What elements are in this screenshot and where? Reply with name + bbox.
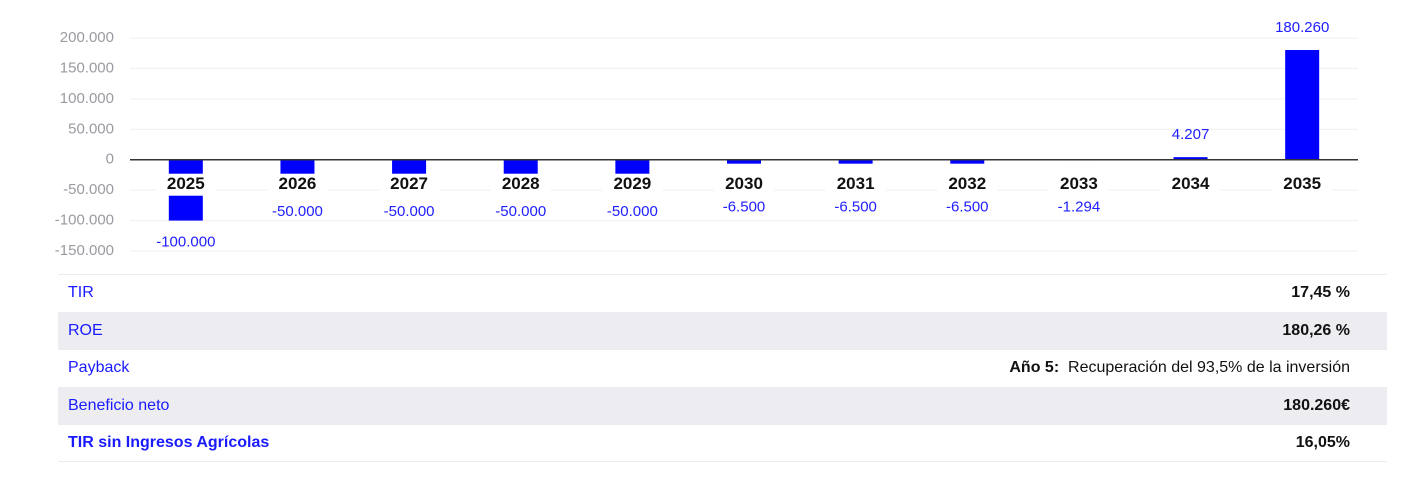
x-tick-label: 2027 [390, 174, 428, 193]
table-row: ROE 180,26 % [58, 311, 1387, 349]
value-label: -6.500 [946, 199, 989, 216]
label-backdrop [267, 173, 328, 196]
label-backdrop [602, 173, 663, 196]
x-tick-label: 2035 [1283, 174, 1321, 193]
y-tick-label: 100.000 [60, 90, 114, 107]
row-label: TIR sin Ingresos Agrícolas [68, 433, 270, 451]
value-label: -6.500 [723, 199, 766, 216]
label-backdrop [490, 173, 551, 196]
label-backdrop [1048, 173, 1109, 196]
label-backdrop [1272, 173, 1333, 196]
bar [838, 159, 873, 164]
row-label: TIR [68, 284, 94, 302]
x-tick-label: 2033 [1060, 174, 1098, 193]
table-row: Beneficio neto 180.260€ [58, 386, 1387, 424]
x-tick-label: 2032 [948, 174, 986, 193]
row-label: ROE [68, 321, 103, 339]
label-backdrop [155, 173, 216, 196]
row-value: Recuperación del 93,5% de la inversión [1068, 359, 1350, 377]
value-label: -1.294 [1058, 199, 1101, 216]
label-backdrop [825, 173, 886, 196]
x-tick-label: 2034 [1172, 174, 1210, 193]
y-tick-label: 150.000 [60, 59, 114, 76]
label-backdrop [379, 173, 440, 196]
bar [950, 159, 985, 164]
label-backdrop [714, 173, 774, 196]
bar [727, 159, 761, 164]
table-row: TIR sin Ingresos Agrícolas 16,05% [58, 424, 1387, 462]
row-value: 16,05% [1295, 433, 1350, 451]
value-label: -100.000 [156, 234, 215, 251]
row-value: 180,26 % [1282, 321, 1350, 339]
value-label: -50.000 [272, 203, 323, 220]
chart: -150.000 -100.000 -50.000 0 50.000 100.000 150… [55, 19, 1358, 259]
row-value: 180.260€ [1283, 396, 1350, 414]
bar [1173, 157, 1208, 160]
row-label: Beneficio neto [68, 396, 170, 414]
y-tick-label: 200.000 [60, 29, 114, 46]
x-tick-label: 2025 [167, 174, 205, 193]
y-tick-label: -50.000 [63, 181, 114, 198]
label-backdrop [1160, 173, 1221, 196]
value-label: -6.500 [834, 199, 877, 216]
x-tick-label: 2029 [613, 174, 651, 193]
label-backdrop [937, 173, 998, 196]
value-label: -50.000 [607, 203, 658, 220]
x-tick-label: 2031 [837, 174, 875, 193]
table-row: Payback Año 5: Recuperación del 93,5% de… [58, 349, 1387, 387]
y-tick-label: 0 [106, 151, 114, 168]
x-tick-label: 2030 [725, 174, 763, 193]
value-label: -50.000 [495, 203, 546, 220]
x-tick-label: 2026 [279, 174, 317, 193]
bar [1285, 50, 1320, 160]
y-tick-label: -100.000 [55, 212, 114, 229]
metrics-table: TIR 17,45 % ROE 180,26 % Payback Año 5: … [58, 274, 1387, 462]
value-label: 180.260 [1275, 19, 1329, 36]
row-value-bold: Año 5: [1009, 359, 1060, 377]
x-tick-label: 2028 [502, 174, 540, 193]
row-value-group: Año 5: Recuperación del 93,5% de la inve… [1009, 359, 1350, 377]
value-label: 4.207 [1172, 126, 1210, 143]
row-value: 17,45 % [1291, 284, 1350, 302]
y-tick-label: 50.000 [68, 120, 114, 137]
value-label: -50.000 [384, 203, 435, 220]
row-label: Payback [68, 359, 130, 377]
table-row: TIR 17,45 % [58, 274, 1387, 312]
y-tick-label: -150.000 [55, 242, 114, 259]
